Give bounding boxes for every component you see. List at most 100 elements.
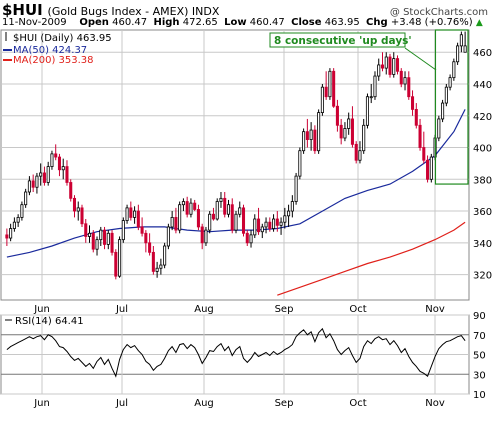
y-tick-label: 360	[473, 207, 492, 218]
candle-body	[395, 58, 400, 72]
quote-line: 11-Nov-2009 Open 460.47 High 472.65 Low …	[2, 17, 483, 28]
candle-body	[283, 215, 287, 223]
ticker-symbol: $HUI	[2, 1, 43, 19]
candle-body	[159, 264, 163, 269]
high-value: 472.65	[182, 17, 218, 28]
candle-body	[35, 175, 39, 188]
candle-body	[335, 105, 339, 126]
candle-body	[343, 128, 347, 139]
quote-date: 11-Nov-2009	[2, 17, 67, 28]
candle-body	[294, 175, 298, 202]
candle-body	[163, 245, 167, 266]
candle-body	[350, 118, 354, 145]
close-label: Close	[291, 17, 322, 28]
low-label: Low	[224, 17, 247, 28]
close-value: 463.95	[324, 17, 360, 28]
candle-body	[463, 45, 467, 53]
candle-body	[332, 70, 336, 107]
candle-body	[448, 77, 452, 88]
candle-body	[99, 229, 103, 241]
rsi-x-tick-label: Aug	[194, 398, 214, 409]
annotation-arrow	[404, 47, 437, 71]
candle-body	[414, 109, 418, 126]
candle-body	[9, 228, 13, 239]
candle-body	[309, 129, 313, 140]
candle-body	[279, 221, 283, 226]
annotation-box	[269, 32, 406, 48]
candle-body	[215, 201, 219, 220]
high-label: High	[153, 17, 180, 28]
candle-body	[193, 202, 197, 210]
rsi-y-tick-label: 10	[473, 390, 486, 401]
candle-body	[459, 34, 463, 47]
candle-body	[5, 234, 9, 239]
rsi-y-tick-label: 50	[473, 351, 486, 362]
candle-body	[223, 197, 227, 215]
rsi-x-tick-label: Jun	[33, 398, 50, 409]
y-tick-label: 380	[473, 175, 492, 186]
candle-body	[253, 218, 257, 236]
candle-body	[166, 226, 170, 247]
candle-body	[313, 129, 317, 152]
annotation-label: 8 consecutive 'up days'	[274, 35, 412, 47]
candle-body	[347, 118, 351, 129]
candle-body	[72, 197, 77, 212]
y-tick-label: 440	[473, 80, 492, 91]
candle-body	[302, 131, 306, 152]
candle-body	[178, 204, 182, 231]
candle-body	[411, 96, 415, 110]
x-tick-label: Jun	[33, 304, 50, 315]
candle-body	[204, 229, 208, 244]
candle-body	[31, 180, 35, 188]
candle-body	[238, 207, 242, 215]
candle-body	[245, 232, 249, 244]
y-tick-label: 400	[473, 144, 492, 155]
candle-body	[373, 75, 377, 98]
candle-body	[174, 217, 178, 231]
candle-body	[317, 112, 321, 152]
y-tick-label: 320	[473, 271, 492, 282]
candle-body	[388, 56, 392, 75]
candle-body	[272, 218, 276, 229]
candle-body	[12, 221, 16, 229]
candle-body	[241, 207, 246, 234]
chg-value: +3.48 (+0.76%)	[390, 17, 473, 28]
candle-body	[61, 166, 65, 171]
candle-body	[403, 77, 407, 85]
candle-body	[54, 153, 58, 158]
low-value: 460.47	[249, 17, 285, 28]
candle-body	[324, 86, 328, 98]
candle-body	[42, 172, 46, 183]
candle-body	[200, 226, 204, 244]
rsi-y-tick-label: 90	[473, 311, 486, 322]
price-panel-frame	[0, 29, 470, 301]
y-tick-label: 340	[473, 239, 492, 250]
candle-body	[151, 251, 155, 272]
candle-body	[136, 210, 140, 228]
x-tick-label: Oct	[349, 304, 366, 315]
candle-body	[140, 226, 144, 234]
chart-title: $HUI (Gold Bugs Index - AMEX) INDX	[2, 1, 219, 19]
candle-body	[219, 197, 223, 202]
open-value: 460.47	[112, 17, 148, 28]
candle-body	[426, 159, 430, 180]
up-arrow-icon: ▲	[475, 18, 483, 28]
watermark: @ StockCharts.com	[389, 7, 488, 18]
candle-body	[76, 207, 80, 212]
candle-body	[384, 56, 388, 69]
candle-body	[257, 218, 261, 233]
candle-body	[392, 58, 396, 75]
candle-body	[84, 223, 88, 237]
candle-body	[380, 64, 385, 69]
candle-body	[16, 217, 20, 223]
candle-body	[103, 229, 107, 245]
candle-body	[452, 61, 456, 79]
candle-body	[95, 239, 99, 250]
candle-body	[226, 204, 231, 215]
y-tick-label: 460	[473, 48, 492, 59]
candle-body	[305, 131, 309, 140]
rsi-y-tick-label: 30	[473, 370, 486, 381]
legend-rsi: RSI(14) 64.41	[15, 316, 84, 327]
rsi-x-tick-label: Nov	[425, 398, 445, 409]
